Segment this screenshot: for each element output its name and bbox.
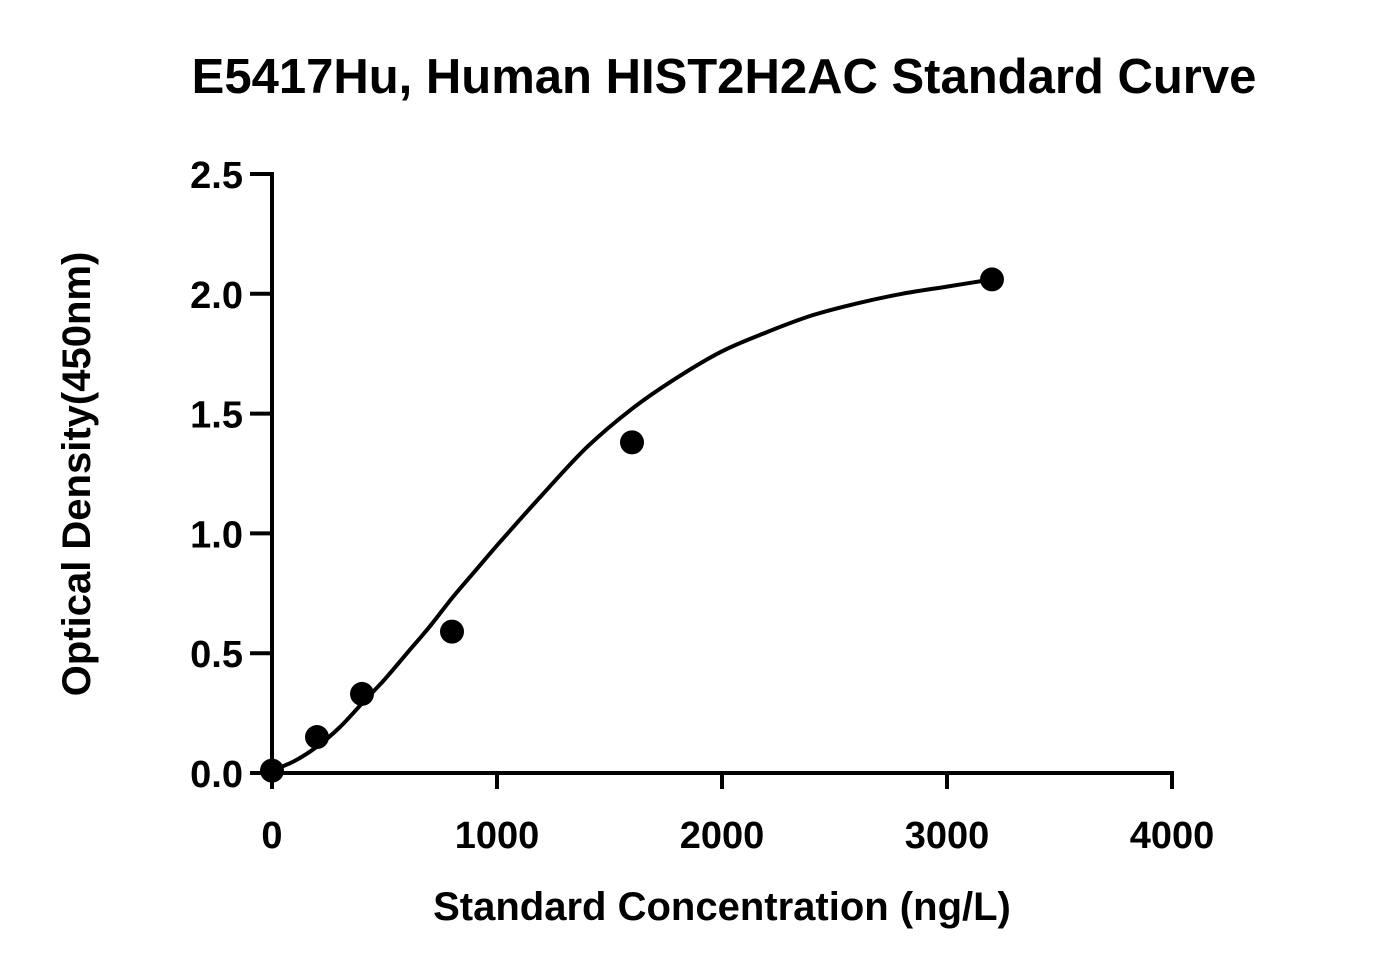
data-point [305,725,329,750]
x-tick-label: 3000 [905,815,990,857]
fit-curve-line [271,277,993,773]
y-tick-label: 0.5 [190,634,243,676]
chart-title: E5417Hu, Human HIST2H2AC Standard Curve [192,50,1257,104]
x-axis-label: Standard Concentration (ng/L) [433,885,1011,929]
axes: 0 1000 2000 3000 4000 0.0 0.5 1.0 1.5 2.0 2.5 [190,155,1214,857]
y-tick-label: 2.0 [190,275,243,317]
data-point [980,267,1004,292]
y-tick-label: 1.5 [190,395,243,437]
y-tick-label: 2.5 [190,155,243,197]
data-points [260,267,1004,783]
y-tick-label: 1.0 [190,514,243,556]
data-point [350,681,374,706]
fit-line-group [271,277,993,773]
x-tick-label: 4000 [1130,815,1215,857]
data-point [260,758,284,783]
x-tick-label: 2000 [680,815,765,857]
data-point [440,619,464,644]
y-tick-label: 0.0 [190,754,243,796]
y-axis-label: Optical Density(450nm) [55,252,99,697]
x-tick-label: 0 [261,815,282,857]
data-point [620,430,644,455]
x-tick-label: 1000 [455,815,540,857]
